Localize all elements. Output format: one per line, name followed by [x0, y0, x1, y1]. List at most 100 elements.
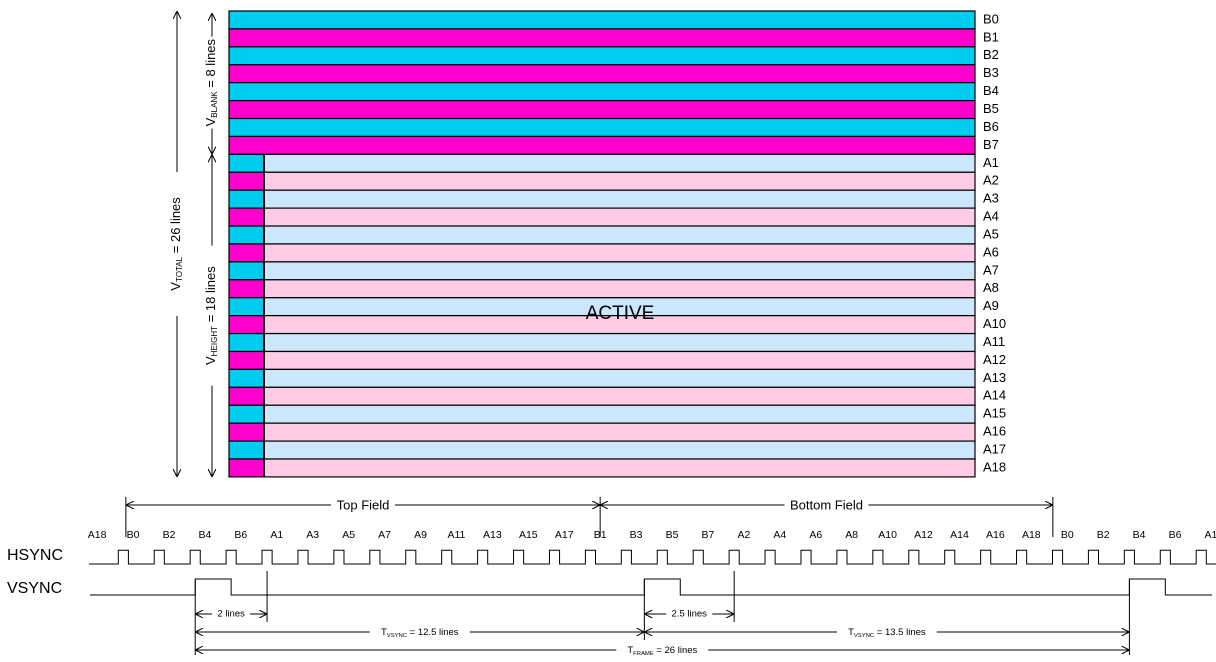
timing-line-label: A1	[270, 529, 283, 541]
row-label: A18	[983, 459, 1006, 474]
timing-line-label: A15	[519, 529, 538, 541]
tframe-label: TFRAME = 26 lines	[627, 645, 697, 657]
active-row	[263, 207, 976, 227]
row-label: A7	[983, 262, 999, 277]
active-row	[263, 368, 976, 388]
timing-line-label: B0	[1061, 529, 1074, 541]
active-row-blanking-cell	[228, 297, 265, 317]
vsync-label: VSYNC	[7, 580, 62, 597]
hsync-waveform	[89, 549, 1216, 565]
active-row	[263, 243, 976, 263]
blank-row	[228, 82, 976, 102]
vsync-waveform	[90, 578, 1212, 596]
row-label: A11	[983, 334, 1005, 349]
active-row	[263, 261, 976, 281]
active-row-blanking-cell	[228, 153, 265, 173]
timing-line-label: A17	[555, 529, 574, 541]
active-row	[263, 440, 976, 460]
row-label: B7	[983, 137, 999, 152]
timing-line-label: A12	[914, 529, 933, 541]
timing-line-label: B4	[199, 529, 212, 541]
blank-row	[228, 99, 976, 120]
active-row-blanking-cell	[228, 279, 265, 299]
tvsync-second-label: TVSYNC = 13.5 lines	[848, 627, 926, 639]
blank-row	[228, 46, 976, 66]
field-dimensions: Top Field Bottom Field	[125, 497, 1054, 537]
active-row-blanking-cell	[228, 350, 265, 371]
blank-row	[228, 64, 976, 84]
row-label: B4	[983, 83, 999, 98]
row-label: A9	[983, 298, 999, 313]
row-label: A10	[983, 316, 1006, 331]
active-row	[263, 332, 976, 353]
tvsync-first-label: TVSYNC = 12.5 lines	[381, 627, 459, 639]
timing-line-label: B0	[127, 529, 140, 541]
row-label: B3	[983, 65, 999, 80]
blank-row	[228, 28, 976, 48]
timing-line-label: A11	[447, 529, 465, 541]
timing-line-label: A9	[414, 529, 427, 541]
active-row	[263, 404, 976, 424]
timing-line-label: A13	[483, 529, 502, 541]
row-label: B1	[983, 29, 999, 44]
row-label: A13	[983, 370, 1006, 385]
row-label: A8	[983, 280, 999, 295]
active-row-blanking-cell	[228, 458, 265, 478]
active-row-blanking-cell	[228, 440, 265, 460]
row-label: A3	[983, 191, 999, 206]
timing-line-label: B2	[1097, 529, 1110, 541]
active-row-blanking-cell	[228, 422, 265, 442]
vtotal-label: VTOTAL = 26 lines	[168, 197, 184, 291]
active-row-blanking-cell	[228, 332, 265, 353]
active-row-blanking-cell	[228, 171, 265, 191]
timing-line-label: A14	[950, 529, 969, 541]
active-region-label: ACTIVE	[586, 303, 655, 324]
timing-line-label: B6	[1169, 529, 1182, 541]
frame-rows: B0 B1 B2 B3 B4 B5 B6 B7 A1 A2 A3 A4 A5 A6 A7 A8 A9 A10 A11…	[228, 10, 1006, 478]
two-half-lines-label: 2.5 lines	[672, 609, 708, 620]
row-label: B0	[983, 11, 999, 26]
row-label: A14	[983, 388, 1006, 403]
row-label: A6	[983, 244, 999, 259]
timing-line-label: B6	[234, 529, 247, 541]
row-label: A4	[983, 209, 999, 224]
active-row-blanking-cell	[228, 368, 265, 388]
active-row-blanking-cell	[228, 207, 265, 227]
active-row	[263, 153, 976, 173]
row-label: A15	[983, 406, 1006, 421]
timing-line-label: B2	[163, 529, 176, 541]
row-label: A16	[983, 424, 1006, 439]
active-row-blanking-cell	[228, 243, 265, 263]
timing-line-label: A2	[737, 529, 750, 541]
timing-line-label: A18	[1022, 529, 1041, 541]
timing-line-label: A8	[845, 529, 858, 541]
row-label: A12	[983, 352, 1006, 367]
active-row-blanking-cell	[228, 189, 265, 209]
row-label: B6	[983, 119, 999, 134]
vertical-dimensions: VTOTAL = 26 lines VBLANK = 8 lines VHEIGHT…	[168, 11, 219, 477]
active-row	[263, 458, 976, 478]
timing-line-label: B3	[630, 529, 643, 541]
active-row-blanking-cell	[228, 404, 265, 424]
active-row	[263, 225, 976, 245]
timing-line-label: A16	[986, 529, 1005, 541]
timing-line-label: A6	[809, 529, 822, 541]
hsync-label: HSYNC	[7, 547, 63, 564]
active-row-blanking-cell	[228, 386, 265, 406]
timing-line-label: A10	[878, 529, 897, 541]
active-row	[263, 350, 976, 371]
timing-line-label: A4	[773, 529, 786, 541]
row-label: A2	[983, 173, 999, 188]
row-label: B2	[983, 47, 999, 62]
active-row	[263, 189, 976, 209]
blank-row	[228, 117, 976, 138]
timing-line-label: B7	[702, 529, 715, 541]
timing-line-label: A18	[88, 529, 107, 541]
vblank-label: VBLANK = 8 lines	[203, 38, 219, 126]
two-lines-label: 2 lines	[217, 609, 245, 620]
timing-annotations: 2 lines 2.5 lines TVSYNC = 12.5 lines TVSYN…	[194, 571, 1130, 657]
timing-line-label: A7	[378, 529, 391, 541]
blank-row	[228, 135, 976, 155]
row-label: A17	[983, 441, 1006, 456]
